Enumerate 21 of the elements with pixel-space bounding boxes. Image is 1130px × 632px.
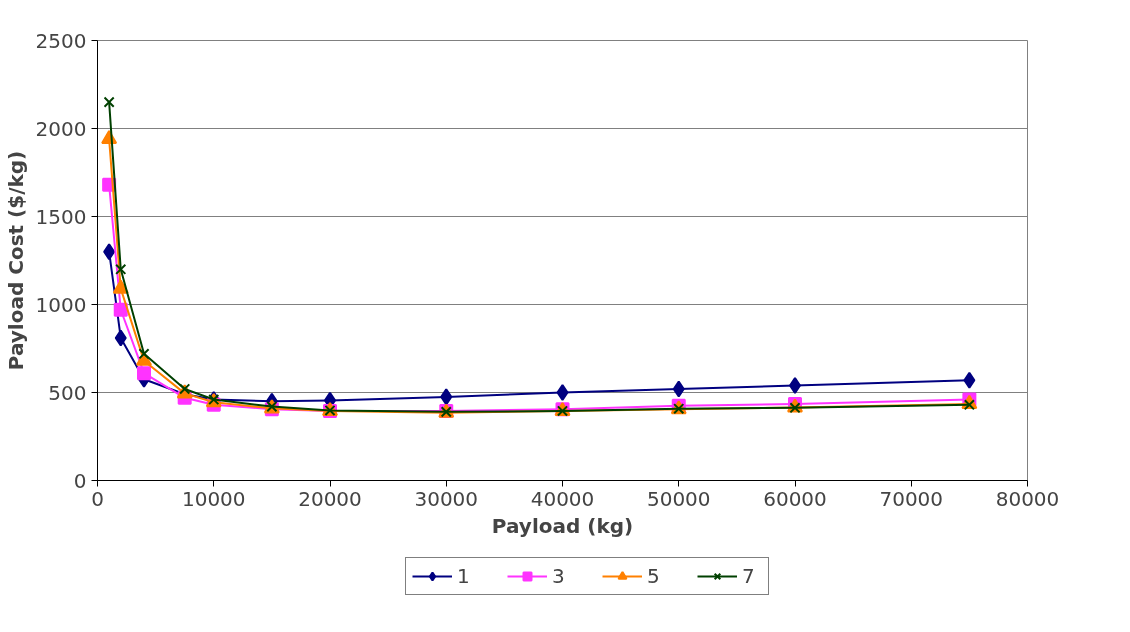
legend-label: 5 bbox=[646, 563, 661, 588]
x-tick-label: 20000 bbox=[298, 486, 362, 511]
y-axis-title: Payload Cost ($/kg) bbox=[3, 150, 28, 371]
x-tick-label: 60000 bbox=[763, 486, 827, 511]
y-tick-label: 2500 bbox=[35, 28, 87, 53]
x-tick-label: 10000 bbox=[181, 486, 246, 511]
x-axis-title: Payload (kg) bbox=[491, 513, 634, 538]
legend-label: 7 bbox=[741, 563, 756, 588]
x-tick-label: 0 bbox=[91, 486, 104, 511]
x-tick-label: 40000 bbox=[530, 486, 595, 511]
x-tick-label: 50000 bbox=[646, 486, 711, 511]
y-tick-label: 1000 bbox=[35, 292, 87, 317]
x-tick-label: 80000 bbox=[995, 486, 1060, 511]
x-tick-label: 70000 bbox=[879, 486, 944, 511]
y-tick-label: 0 bbox=[73, 468, 87, 493]
x-tick-label: 30000 bbox=[414, 486, 479, 511]
y-tick-label: 1500 bbox=[35, 204, 87, 229]
y-tick-label: 2000 bbox=[35, 116, 87, 141]
legend-label: 1 bbox=[456, 563, 471, 588]
y-tick-label: 500 bbox=[48, 380, 87, 405]
legend-label: 3 bbox=[551, 563, 566, 588]
